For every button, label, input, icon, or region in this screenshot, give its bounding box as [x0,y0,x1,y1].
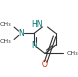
Text: O: O [42,60,48,69]
Text: CH₃: CH₃ [0,39,11,44]
Text: N: N [31,41,37,50]
Text: N: N [18,29,24,38]
Text: CH₃: CH₃ [0,22,11,27]
Text: CH₃: CH₃ [67,51,78,56]
Text: HN: HN [32,20,43,29]
